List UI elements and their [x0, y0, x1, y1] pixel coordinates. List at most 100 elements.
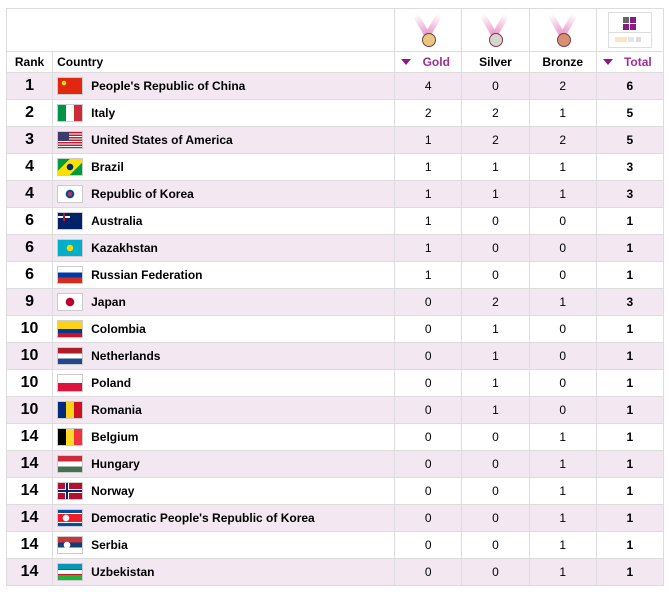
flag-icon-kz: [57, 239, 84, 257]
gold-medal-icon: [413, 13, 443, 47]
country-name[interactable]: Uzbekistan: [91, 565, 155, 579]
rank-cell: 14: [5, 450, 54, 478]
country-cell[interactable]: Republic of Korea: [52, 180, 396, 208]
total-count: 1: [595, 234, 665, 262]
silver-count: 1: [461, 153, 530, 181]
total-count: 1: [595, 450, 665, 478]
gold-count: 0: [394, 288, 463, 316]
bronze-count: 0: [528, 369, 597, 397]
country-cell[interactable]: Belgium: [52, 423, 396, 451]
country-cell[interactable]: Australia: [52, 207, 396, 235]
flag-icon-cn: [57, 77, 84, 95]
total-grid-icon[interactable]: [607, 12, 652, 48]
rank-cell: 10: [5, 396, 54, 424]
country-cell[interactable]: Japan: [52, 288, 396, 316]
total-header-icon-cell: [595, 8, 665, 52]
country-name[interactable]: Hungary: [91, 457, 140, 471]
total-count: 5: [595, 99, 665, 127]
country-name[interactable]: Democratic People's Republic of Korea: [91, 511, 315, 525]
country-cell[interactable]: Romania: [52, 396, 396, 424]
silver-count: 1: [461, 315, 530, 343]
rank-cell: 6: [5, 261, 54, 289]
silver-count: 2: [461, 288, 530, 316]
country-cell[interactable]: Democratic People's Republic of Korea: [52, 504, 396, 532]
gold-count: 0: [394, 369, 463, 397]
country-name[interactable]: Poland: [91, 376, 132, 390]
total-count: 1: [595, 315, 665, 343]
silver-header[interactable]: Silver: [461, 51, 530, 73]
country-cell[interactable]: People's Republic of China: [52, 72, 396, 100]
rank-cell: 9: [5, 288, 54, 316]
gold-header[interactable]: Gold: [394, 51, 463, 73]
country-cell[interactable]: Netherlands: [52, 342, 396, 370]
table-row: 14 Serbia 0 0 1 1: [5, 531, 665, 559]
country-cell[interactable]: Hungary: [52, 450, 396, 478]
country-name[interactable]: People's Republic of China: [91, 79, 246, 93]
country-cell[interactable]: Norway: [52, 477, 396, 505]
country-name[interactable]: Serbia: [91, 538, 128, 552]
flag-icon-us: [57, 131, 84, 149]
silver-count: 0: [461, 531, 530, 559]
country-cell[interactable]: Brazil: [52, 153, 396, 181]
bronze-count: 0: [528, 342, 597, 370]
table-row: 10 Poland 0 1 0 1: [5, 369, 665, 397]
total-count: 3: [595, 153, 665, 181]
total-count: 1: [595, 558, 665, 586]
flag-icon-rs: [57, 536, 84, 554]
silver-count: 0: [461, 423, 530, 451]
country-cell[interactable]: Colombia: [52, 315, 396, 343]
country-cell[interactable]: Serbia: [52, 531, 396, 559]
country-cell[interactable]: Kazakhstan: [52, 234, 396, 262]
silver-count: 1: [461, 180, 530, 208]
country-name[interactable]: Netherlands: [91, 349, 161, 363]
country-cell[interactable]: Uzbekistan: [52, 558, 396, 586]
country-name[interactable]: Belgium: [91, 430, 139, 444]
silver-count: 1: [461, 369, 530, 397]
rank-cell: 14: [5, 477, 54, 505]
rank-header[interactable]: Rank: [5, 51, 54, 73]
country-name[interactable]: Republic of Korea: [91, 187, 194, 201]
country-header[interactable]: Country: [52, 51, 396, 73]
country-cell[interactable]: Poland: [52, 369, 396, 397]
country-name[interactable]: Australia: [91, 214, 143, 228]
rank-cell: 10: [5, 342, 54, 370]
flag-icon-au: [57, 212, 84, 230]
country-name[interactable]: Romania: [91, 403, 142, 417]
gold-count: 0: [394, 396, 463, 424]
sort-desc-icon: [401, 59, 412, 65]
gold-count: 1: [394, 207, 463, 235]
bronze-count: 1: [528, 531, 597, 559]
country-name[interactable]: Kazakhstan: [91, 241, 158, 255]
flag-icon-ru: [57, 266, 84, 284]
country-cell[interactable]: United States of America: [52, 126, 396, 154]
bronze-count: 1: [528, 558, 597, 586]
table-row: 14 Belgium 0 0 1 1: [5, 423, 665, 451]
country-name[interactable]: Brazil: [91, 160, 124, 174]
rank-cell: 4: [5, 153, 54, 181]
silver-count: 0: [461, 72, 530, 100]
table-row: 10 Romania 0 1 0 1: [5, 396, 665, 424]
country-name[interactable]: Norway: [91, 484, 135, 498]
blank-cell: [5, 8, 396, 52]
total-count: 1: [595, 207, 665, 235]
bronze-count: 1: [528, 153, 597, 181]
country-cell[interactable]: Russian Federation: [52, 261, 396, 289]
silver-count: 0: [461, 477, 530, 505]
bronze-header[interactable]: Bronze: [528, 51, 597, 73]
silver-count: 0: [461, 207, 530, 235]
total-header[interactable]: Total: [595, 51, 665, 73]
flag-icon-it: [57, 104, 84, 122]
country-name[interactable]: Italy: [91, 106, 116, 120]
country-name[interactable]: Russian Federation: [91, 268, 203, 282]
country-name[interactable]: Colombia: [91, 322, 146, 336]
rank-cell: 2: [5, 99, 54, 127]
total-count: 1: [595, 396, 665, 424]
flag-icon-be: [57, 428, 84, 446]
country-name[interactable]: Japan: [91, 295, 126, 309]
country-cell[interactable]: Italy: [52, 99, 396, 127]
rank-cell: 4: [5, 180, 54, 208]
country-name[interactable]: United States of America: [91, 133, 233, 147]
table-row: 1 People's Republic of China 4 0 2 6: [5, 72, 665, 100]
gold-count: 0: [394, 531, 463, 559]
rank-cell: 14: [5, 423, 54, 451]
